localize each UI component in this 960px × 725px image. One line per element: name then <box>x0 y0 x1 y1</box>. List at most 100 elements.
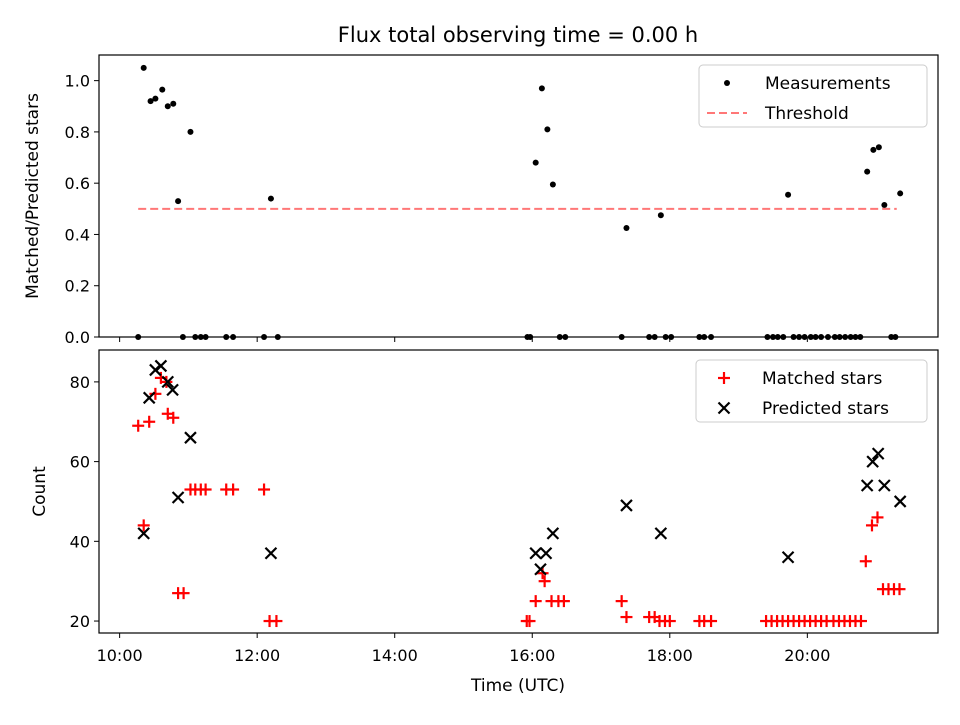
data-point <box>164 103 171 110</box>
data-point <box>143 415 156 428</box>
data-point <box>529 547 542 560</box>
data-point <box>132 419 145 432</box>
data-point <box>651 334 658 340</box>
x-tick-label: 14:00 <box>372 646 418 665</box>
data-point <box>790 334 797 340</box>
data-point <box>881 201 888 208</box>
data-point <box>842 334 849 340</box>
data-point <box>724 80 730 86</box>
data-point <box>785 191 792 198</box>
y-tick-label: 40 <box>70 532 90 551</box>
data-point <box>527 334 534 340</box>
data-point <box>161 375 175 389</box>
data-point <box>177 587 190 600</box>
data-point <box>170 100 177 107</box>
data-point <box>662 334 669 340</box>
data-point <box>824 334 831 340</box>
data-point <box>893 495 907 508</box>
y-tick-label: 0.0 <box>65 328 90 347</box>
y-axis-label: Matched/Predicted stars <box>23 93 43 299</box>
data-point <box>774 334 781 340</box>
data-point <box>717 401 731 415</box>
data-point <box>888 334 895 340</box>
plot-frame <box>98 54 939 338</box>
legend: Measurements Threshold <box>698 64 928 128</box>
data-point <box>857 334 864 340</box>
data-point <box>258 483 271 496</box>
data-point <box>192 334 199 340</box>
data-point <box>708 334 715 340</box>
data-point <box>897 190 904 197</box>
data-point <box>870 146 877 153</box>
data-point <box>140 64 147 71</box>
data-point <box>529 595 542 608</box>
data-point <box>668 334 675 340</box>
data-point <box>620 499 633 512</box>
data-point <box>197 334 204 340</box>
data-point <box>696 334 703 340</box>
y-axis-label: Count <box>30 466 50 517</box>
data-point <box>549 181 556 188</box>
data-point <box>807 334 814 340</box>
data-point <box>657 212 664 219</box>
data-point <box>230 334 237 340</box>
legend-box <box>695 359 928 423</box>
y-tick-label: 1.0 <box>65 72 90 91</box>
data-point <box>142 391 156 405</box>
data-point <box>147 98 154 105</box>
data-point <box>199 483 212 496</box>
data-point <box>270 615 283 628</box>
data-point <box>864 168 871 175</box>
data-point <box>615 595 628 608</box>
data-point <box>831 334 838 340</box>
data-point <box>202 334 209 340</box>
series-predicted-stars <box>137 359 907 576</box>
data-point <box>154 359 168 373</box>
data-point <box>871 447 885 460</box>
data-point <box>860 479 874 492</box>
data-point <box>654 527 668 540</box>
legend-label: Measurements <box>765 74 891 94</box>
data-point <box>764 334 771 340</box>
data-point <box>769 334 776 340</box>
data-point <box>187 128 194 135</box>
legend-swatch <box>718 372 730 384</box>
y-tick-label: 0.6 <box>65 174 90 193</box>
data-point <box>539 547 553 560</box>
data-point <box>159 86 166 93</box>
data-point <box>663 615 676 628</box>
data-point <box>562 334 569 340</box>
series-measurements <box>135 64 904 340</box>
data-point <box>705 615 718 628</box>
data-point <box>223 334 230 340</box>
data-point <box>264 547 278 560</box>
data-point <box>538 575 551 588</box>
data-point <box>556 334 563 340</box>
data-point <box>781 550 795 564</box>
data-point <box>892 334 899 340</box>
data-point <box>149 387 162 400</box>
data-point <box>623 225 630 232</box>
data-point <box>137 527 150 540</box>
plot-area <box>135 64 904 340</box>
series-matched-stars <box>132 371 906 628</box>
y-tick-label: 0.4 <box>65 225 90 244</box>
data-point <box>261 334 268 340</box>
chart-title: Flux total observing time = 0.00 h <box>338 23 698 47</box>
upper-panel: 0.0 0.2 0.4 0.6 0.8 1.0 Matched/Predicted star… <box>23 54 939 347</box>
x-tick-label: 20:00 <box>784 646 830 665</box>
data-point <box>536 567 549 580</box>
data-point <box>801 334 808 340</box>
data-point <box>179 334 186 340</box>
y-tick-label: 0.2 <box>65 277 90 296</box>
y-tick-label: 0.8 <box>65 123 90 142</box>
data-point <box>184 431 197 444</box>
data-point <box>852 334 859 340</box>
data-point <box>227 483 240 496</box>
legend: Matched stars Predicted stars <box>695 359 928 423</box>
data-point <box>267 195 274 202</box>
data-point <box>847 334 854 340</box>
data-point <box>836 334 843 340</box>
